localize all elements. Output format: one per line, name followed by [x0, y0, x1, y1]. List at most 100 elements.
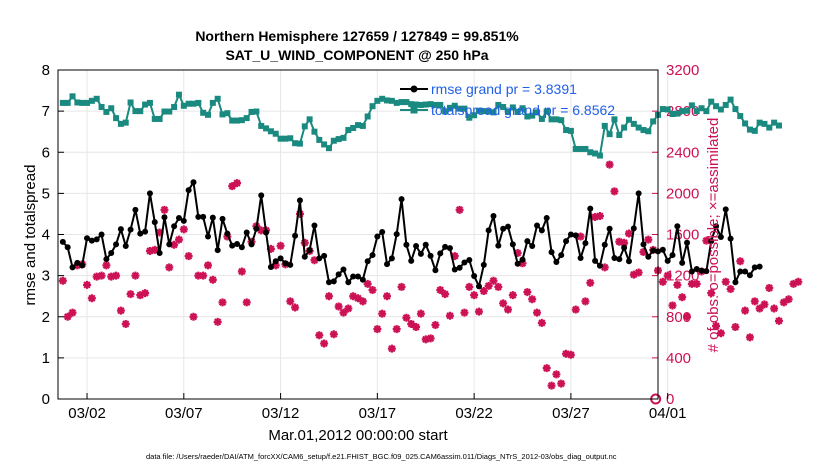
- totalspread-point: [84, 99, 91, 106]
- totalspread-point: [596, 152, 603, 159]
- obs-assimilated-point: [586, 278, 595, 287]
- totalspread-point: [122, 119, 129, 126]
- rmse-point: [79, 262, 86, 269]
- x-tick-label: 03/02: [68, 405, 106, 422]
- obs-assimilated-point: [160, 205, 169, 214]
- obs-assimilated-point: [518, 259, 527, 268]
- rmse-point: [606, 225, 613, 232]
- obs-assimilated-point: [354, 294, 362, 303]
- legend-spread-label: totalspread grand pr = 6.8562: [431, 102, 615, 118]
- y-axis-label-right: # of obs: o=possible; ×=assimilated: [705, 118, 722, 353]
- rmse-point: [737, 268, 744, 275]
- obs-assimilated-point: [470, 291, 479, 300]
- totalspread-point: [253, 108, 260, 115]
- rmse-point: [471, 273, 478, 280]
- y-tick-label: 8: [42, 62, 50, 79]
- obs-assimilated-point: [441, 290, 450, 299]
- obs-assimilated-point: [721, 277, 730, 286]
- obs-assimilated-point: [199, 271, 208, 280]
- obs-assimilated-point: [271, 261, 280, 270]
- obs-assimilated-point: [165, 263, 174, 272]
- totalspread-point: [238, 117, 245, 124]
- obs-assimilated-point: [189, 312, 198, 321]
- rmse-point: [287, 261, 294, 268]
- obs-assimilated-point: [387, 344, 396, 353]
- rmse-point: [751, 264, 758, 271]
- rmse-point: [229, 242, 236, 249]
- obs-assimilated-point: [474, 307, 483, 316]
- obs-assimilated-point: [494, 282, 503, 291]
- obs-assimilated-point: [184, 252, 193, 261]
- obs-assimilated-point: [465, 282, 474, 291]
- rmse-point: [621, 244, 628, 251]
- rmse-point: [625, 258, 632, 265]
- obs-assimilated-point: [208, 275, 217, 284]
- rmse-point: [490, 212, 497, 219]
- rmse-point: [103, 256, 110, 263]
- totalspread-point: [519, 105, 526, 112]
- obs-assimilated-point: [204, 261, 212, 270]
- obs-assimilated-point: [107, 272, 116, 281]
- rmse-point: [59, 238, 66, 245]
- rmse-point: [234, 240, 241, 247]
- obs-assimilated-point: [174, 235, 183, 244]
- obs-assimilated-point: [765, 283, 774, 292]
- totalspread-point: [529, 112, 536, 119]
- totalspread-point: [98, 104, 105, 111]
- totalspread-point: [393, 99, 400, 106]
- totalspread-point: [79, 99, 86, 106]
- rmse-point: [630, 225, 637, 232]
- obs-assimilated-point: [678, 293, 687, 302]
- obs-series: [58, 160, 803, 405]
- rmse-point: [151, 219, 158, 226]
- totalspread-point: [485, 108, 492, 115]
- obs-assimilated-point: [344, 304, 353, 313]
- totalspread-point: [514, 108, 521, 115]
- rmse-point: [74, 259, 81, 266]
- totalspread-point: [446, 104, 453, 111]
- totalspread-point: [534, 109, 541, 116]
- rmse-point: [224, 230, 231, 237]
- rmse-point: [722, 206, 729, 213]
- rmse-point: [219, 215, 226, 222]
- obs-assimilated-point: [774, 316, 783, 325]
- rmse-point: [659, 246, 666, 253]
- totalspread-point: [713, 103, 720, 110]
- rmse-point: [127, 226, 134, 233]
- totalspread-point: [659, 106, 666, 113]
- totalspread-point: [500, 104, 507, 111]
- totalspread-point: [456, 105, 463, 112]
- y-right-tick-label: 3200: [666, 62, 699, 79]
- rmse-point: [538, 227, 545, 234]
- rmse-point: [505, 223, 511, 230]
- totalspread-point: [756, 119, 763, 126]
- obs-assimilated-point: [392, 325, 401, 334]
- totalspread-point: [732, 106, 739, 113]
- rmse-point: [379, 229, 386, 236]
- totalspread-point: [301, 123, 308, 130]
- obs-assimilated-point: [112, 271, 121, 280]
- obs-assimilated-point: [136, 291, 145, 300]
- obs-assimilated-point: [339, 308, 348, 317]
- rmse-point: [466, 256, 473, 263]
- obs-assimilated-point: [179, 225, 188, 234]
- y-tick-label: 0: [42, 391, 50, 408]
- obs-assimilated-point: [116, 306, 125, 315]
- y-tick-label: 3: [42, 268, 50, 285]
- totalspread-point: [616, 131, 623, 138]
- totalspread-point: [379, 95, 386, 102]
- rmse-point: [635, 190, 642, 197]
- totalspread-point: [538, 115, 545, 122]
- totalspread-point: [413, 101, 420, 108]
- obs-assimilated-point: [692, 279, 701, 288]
- totalspread-point: [263, 125, 270, 132]
- totalspread-point: [650, 118, 657, 125]
- obs-assimilated-point: [499, 299, 508, 308]
- rmse-point: [442, 243, 449, 250]
- rmse-point: [325, 279, 332, 286]
- totalspread-point: [103, 108, 110, 115]
- rmse-point: [408, 257, 415, 264]
- x-tick-label: 03/22: [455, 405, 493, 422]
- totalspread-point: [74, 99, 81, 106]
- totalspread-point: [422, 101, 429, 108]
